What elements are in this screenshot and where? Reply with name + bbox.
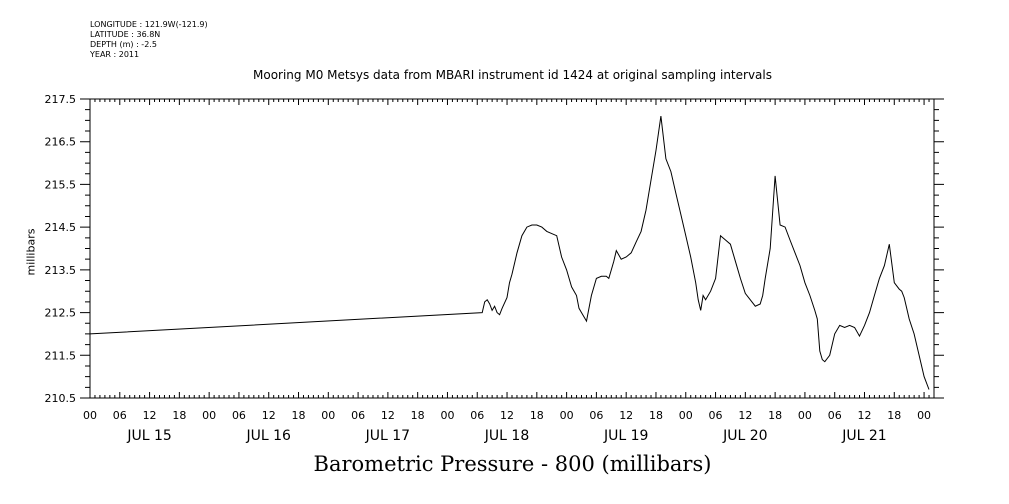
x-tick-label: 12: [381, 409, 395, 422]
metadata-block: LONGITUDE : 121.9W(-121.9) LATITUDE : 36…: [90, 20, 208, 60]
y-tick-label: 212.5: [45, 307, 77, 320]
x-tick-label: 00: [202, 409, 216, 422]
x-day-label: JUL 21: [841, 428, 886, 444]
latitude-text: LATITUDE : 36.8N: [90, 30, 161, 39]
x-day-label: JUL 18: [484, 428, 529, 444]
y-tick-label: 210.5: [45, 392, 77, 405]
y-tick-label: 211.5: [45, 349, 77, 362]
y-tick-label: 217.5: [45, 93, 77, 106]
x-tick-label: 18: [292, 409, 306, 422]
x-tick-label: 12: [143, 409, 157, 422]
y-tick-label: 215.5: [45, 178, 77, 191]
plot-frame: [89, 98, 935, 399]
x-day-label: JUL 15: [126, 428, 171, 444]
x-tick-label: 18: [768, 409, 782, 422]
x-tick-label: 18: [649, 409, 663, 422]
x-axis-label: Barometric Pressure - 800 (millibars): [313, 452, 712, 476]
x-tick-label: 00: [321, 409, 335, 422]
x-tick-label: 00: [440, 409, 454, 422]
y-tick-label: 213.5: [45, 264, 77, 277]
pressure-series-line: [89, 116, 930, 390]
x-tick-label: 00: [83, 409, 97, 422]
longitude-text: LONGITUDE : 121.9W(-121.9): [90, 20, 208, 29]
x-tick-label: 12: [262, 409, 276, 422]
x-tick-label: 06: [232, 409, 246, 422]
x-tick-label: 12: [857, 409, 871, 422]
x-tick-label: 18: [887, 409, 901, 422]
x-tick-label: 00: [679, 409, 693, 422]
x-tick-label: 00: [917, 409, 931, 422]
x-day-label: JUL 16: [246, 428, 292, 444]
x-tick-label: 06: [113, 409, 127, 422]
x-axis-ticks: [89, 99, 935, 398]
x-tick-label: 12: [738, 409, 752, 422]
x-tick-label: 06: [589, 409, 603, 422]
x-tick-label: 06: [351, 409, 365, 422]
x-tick-label: 18: [530, 409, 544, 422]
x-day-label: JUL 19: [603, 428, 648, 444]
chart-title: Mooring M0 Metsys data from MBARI instru…: [253, 68, 772, 82]
x-tick-label: 06: [709, 409, 723, 422]
y-tick-label: 214.5: [45, 221, 77, 234]
x-tick-label: 06: [828, 409, 842, 422]
y-tick-label: 216.5: [45, 136, 77, 149]
x-tick-label: 06: [470, 409, 484, 422]
x-tick-label: 18: [411, 409, 425, 422]
x-tick-label: 00: [798, 409, 812, 422]
depth-text: DEPTH (m) : -2.5: [90, 40, 157, 49]
y-axis-ticks: [80, 98, 944, 399]
year-text: YEAR : 2011: [90, 50, 140, 59]
x-tick-label: 12: [619, 409, 633, 422]
x-day-label: JUL 17: [365, 428, 410, 444]
x-tick-label: 18: [172, 409, 186, 422]
x-tick-label: 12: [500, 409, 514, 422]
x-day-label: JUL 20: [722, 428, 767, 444]
x-tick-label: 00: [560, 409, 574, 422]
